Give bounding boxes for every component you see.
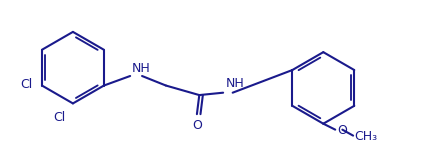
Text: CH₃: CH₃ — [354, 130, 378, 143]
Text: O: O — [338, 124, 347, 137]
Text: Cl: Cl — [54, 111, 66, 124]
Text: O: O — [192, 119, 202, 132]
Text: NH: NH — [226, 77, 244, 90]
Text: NH: NH — [131, 62, 150, 75]
Text: Cl: Cl — [20, 78, 32, 91]
